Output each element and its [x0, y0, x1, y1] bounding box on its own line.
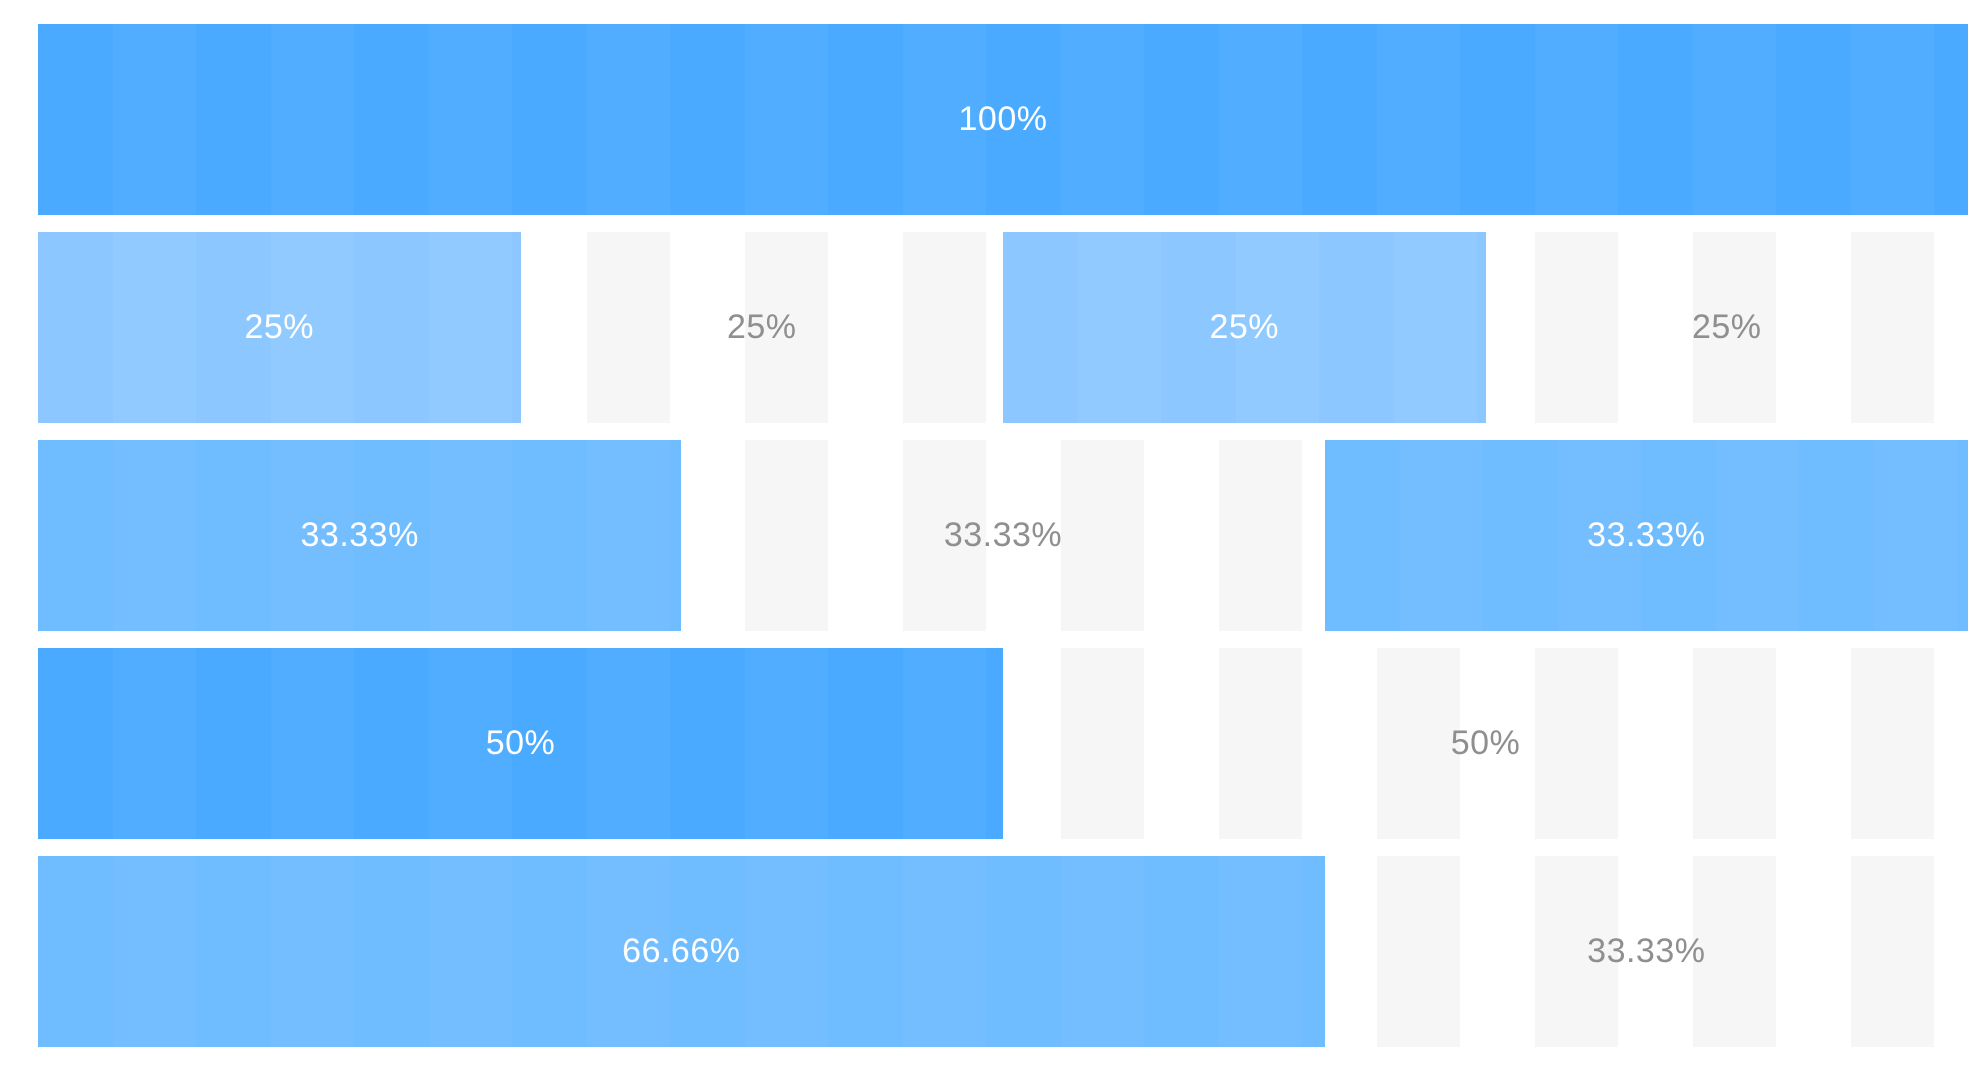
grid-col-label: 33.33%: [943, 516, 1063, 554]
grid-col-filled: 66.66%: [38, 856, 1325, 1047]
grid-col-label: 25%: [1691, 308, 1762, 346]
grid-row: 100%: [38, 24, 1968, 215]
grid-col-filled: 33.33%: [38, 440, 682, 631]
grid-col-filled: 100%: [38, 24, 1968, 215]
grid-row: 50% 50%: [38, 648, 1968, 839]
grid-col-label: 25%: [244, 308, 315, 346]
grid-demo: 100% 25% 25% 25% 25% 33.33% 33.33% 33.33% 50% 50%…: [38, 24, 1969, 1047]
grid-col-label: 100%: [958, 100, 1048, 138]
grid-col-label: 33.33%: [1587, 516, 1706, 554]
grid-col-label: 25%: [726, 308, 797, 346]
grid-row: 33.33% 33.33% 33.33%: [38, 440, 1969, 631]
grid-col-empty: 50%: [1003, 648, 1968, 839]
grid-col-empty: 33.33%: [1325, 856, 1968, 1047]
grid-col-label: 50%: [485, 724, 556, 762]
grid-col-filled: 25%: [1003, 232, 1486, 423]
grid-col-empty: 25%: [521, 232, 1004, 423]
grid-col-empty: 25%: [1486, 232, 1969, 423]
grid-col-filled: 33.33%: [1324, 440, 1969, 631]
grid-row: 25% 25% 25% 25%: [38, 232, 1968, 423]
grid-col-label: 66.66%: [622, 932, 741, 970]
grid-col-label: 50%: [1450, 724, 1521, 762]
grid-col-filled: 25%: [38, 232, 521, 423]
grid-col-filled: 50%: [38, 648, 1003, 839]
grid-col-label: 33.33%: [300, 516, 419, 554]
grid-col-label: 25%: [1209, 308, 1280, 346]
grid-col-label: 33.33%: [1587, 932, 1706, 970]
grid-row: 66.66% 33.33%: [38, 856, 1968, 1047]
grid-col-empty: 33.33%: [681, 440, 1324, 631]
